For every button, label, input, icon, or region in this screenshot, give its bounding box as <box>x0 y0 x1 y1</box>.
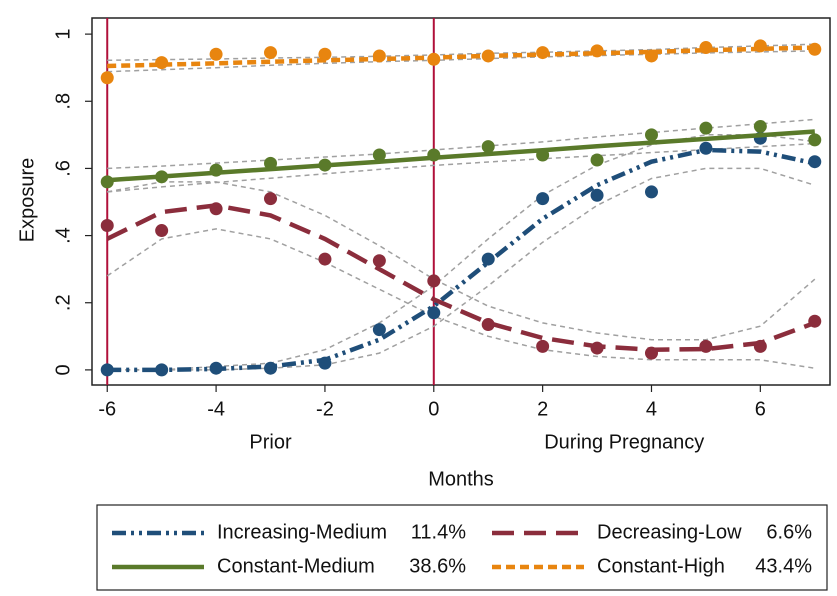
legend-share: 11.4% <box>411 521 466 543</box>
annotation: Prior <box>249 431 292 453</box>
fitted-line <box>106 203 816 352</box>
data-point <box>427 274 441 288</box>
data-point <box>753 119 767 133</box>
data-point <box>481 318 495 332</box>
data-point <box>536 192 550 206</box>
x-tick-label: 2 <box>537 398 548 420</box>
legend-label: Decreasing-Low <box>597 521 742 543</box>
data-point <box>808 155 822 169</box>
confidence-bound <box>107 134 815 371</box>
data-point <box>209 47 223 61</box>
data-point <box>644 128 658 142</box>
data-point <box>100 219 114 233</box>
x-tick-label: 6 <box>755 398 766 420</box>
x-tick-label: 4 <box>646 398 657 420</box>
data-point <box>372 254 386 268</box>
y-tick-label: .6 <box>52 160 74 177</box>
confidence-bound <box>107 142 815 193</box>
data-point <box>372 323 386 337</box>
data-point <box>536 339 550 353</box>
data-point <box>264 46 278 60</box>
y-tick-label: 0 <box>52 364 74 375</box>
y-tick-label: .4 <box>52 227 74 244</box>
legend-share: 38.6% <box>409 555 466 577</box>
legend-share: 6.6% <box>766 521 812 543</box>
data-point <box>808 133 822 147</box>
data-point <box>264 361 278 375</box>
data-point <box>100 71 114 85</box>
fitted-line <box>107 129 815 183</box>
y-tick-label: .2 <box>52 294 74 311</box>
data-point <box>590 188 604 202</box>
y-axis-label: Exposure <box>16 158 38 243</box>
legend-box <box>96 504 828 591</box>
x-tick-label: -6 <box>98 398 116 420</box>
confidence-bound <box>107 43 815 62</box>
legend-label: Constant-High <box>597 555 725 577</box>
confidence-bound <box>107 167 816 371</box>
confidence-bound <box>107 118 815 170</box>
fitted-line <box>107 147 816 373</box>
data-point <box>318 252 332 266</box>
data-point <box>264 192 278 206</box>
x-tick-label: 0 <box>428 398 439 420</box>
data-point <box>590 44 604 58</box>
confidence-bound <box>107 181 816 341</box>
y-tick-label: 1 <box>52 29 74 40</box>
x-axis-label: Months <box>428 468 494 490</box>
x-tick-label: -4 <box>207 398 225 420</box>
data-point <box>644 185 658 199</box>
x-tick-label: -2 <box>316 398 334 420</box>
data-point <box>590 153 604 167</box>
data-point <box>318 47 332 61</box>
data-point <box>155 224 169 238</box>
data-point <box>481 140 495 154</box>
fitted-line <box>107 45 815 69</box>
data-point <box>699 339 713 353</box>
plot-frame <box>91 17 831 386</box>
legend-label: Constant-Medium <box>217 555 375 577</box>
data-point <box>699 121 713 135</box>
confidence-bound <box>107 50 815 73</box>
y-tick-label: .8 <box>52 93 74 110</box>
data-point <box>372 148 386 162</box>
annotation: During Pregnancy <box>544 431 704 453</box>
confidence-bound <box>106 228 815 369</box>
legend-share: 43.4% <box>755 555 812 577</box>
legend-label: Increasing-Medium <box>217 521 387 543</box>
